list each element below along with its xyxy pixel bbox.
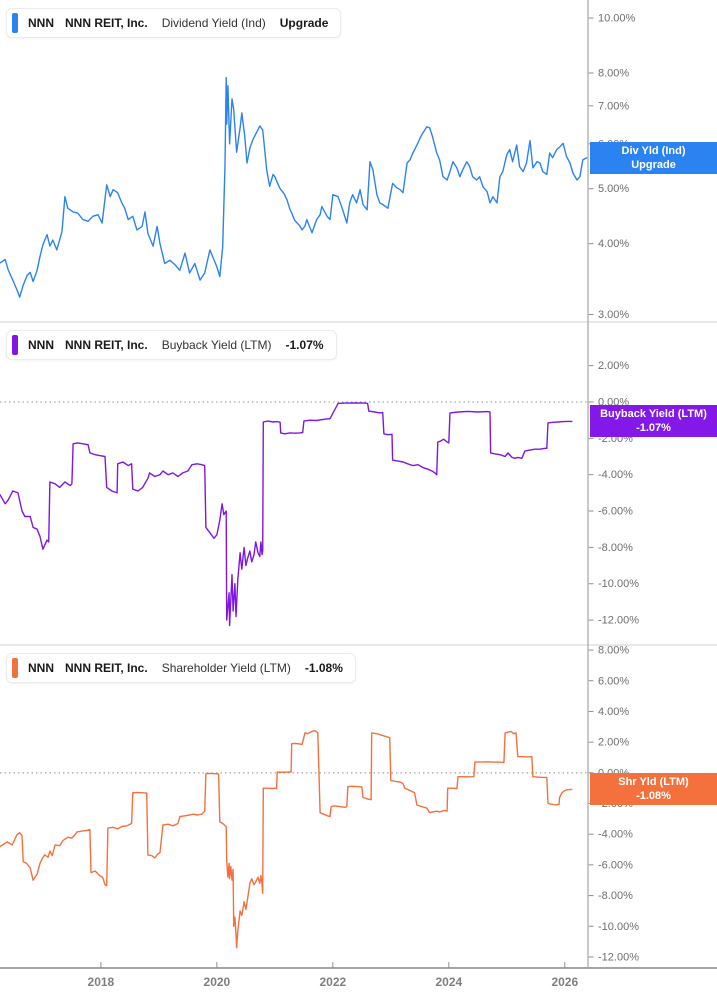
series-line-dividend-yield-ind-[interactable] (0, 76, 588, 298)
series-line-buyback-yield-ltm-[interactable] (0, 402, 573, 627)
y-axis-tick-label: -10.00% (598, 921, 639, 933)
y-axis-tick-label: -12.00% (598, 615, 639, 627)
badge-line: -1.08% (636, 790, 671, 803)
ticker-symbol: NNN (28, 661, 54, 675)
badge-line: Div Yld (Ind) (621, 144, 686, 157)
company-name: NNN REIT, Inc. (65, 661, 148, 675)
x-axis-year-label: 2020 (203, 975, 231, 989)
series-legend-shareholder-yield-ltm-[interactable]: NNN NNN REIT, Inc. Shareholder Yield (LTM)… (6, 653, 356, 683)
y-axis-tick-label: -6.00% (598, 859, 633, 871)
y-axis-tick-label: -6.00% (598, 506, 633, 518)
metric-name: Buyback Yield (LTM) (161, 338, 272, 352)
badge-line: Buyback Yield (LTM) (600, 408, 707, 421)
legend-value: -1.08% (304, 661, 343, 675)
y-axis-tick-label: 5.00% (598, 183, 629, 195)
y-axis-tick-label: 4.00% (598, 238, 629, 250)
badge-line: Shr Yld (LTM) (618, 776, 689, 789)
y-axis-tick-label: 2.00% (598, 737, 629, 749)
x-axis-year-label: 2024 (435, 975, 463, 989)
axis-value-badge-nnn-1[interactable]: Buyback Yield (LTM) -1.07% (590, 405, 717, 438)
y-axis-tick-label: -4.00% (598, 469, 633, 481)
metric-name: Shareholder Yield (LTM) (161, 661, 291, 675)
y-axis-tick-label: 8.00% (598, 67, 629, 79)
y-axis-tick-label: -12.00% (598, 951, 639, 963)
series-legend-buyback-yield-ltm-[interactable]: NNN NNN REIT, Inc. Buyback Yield (LTM) -1.0… (6, 330, 337, 360)
y-axis-tick-label: 2.00% (598, 360, 629, 372)
series-legend-dividend-yield-ind-[interactable]: NNN NNN REIT, Inc. Dividend Yield (Ind) Upg… (6, 8, 342, 38)
y-axis-tick-label: 4.00% (598, 706, 629, 718)
x-axis-year-label: 2018 (87, 975, 115, 989)
series-color-swatch (12, 13, 18, 33)
metric-name: Dividend Yield (Ind) (161, 16, 266, 30)
y-axis-tick-label: -8.00% (598, 542, 633, 554)
y-axis-tick-label: 7.00% (598, 100, 629, 112)
ticker-symbol: NNN (28, 16, 54, 30)
y-axis-tick-label: -4.00% (598, 829, 633, 841)
series-line-shareholder-yield-ltm-[interactable] (0, 729, 573, 949)
axis-value-badge-nnn-0[interactable]: Div Yld (Ind) Upgrade (590, 141, 717, 174)
series-color-swatch (12, 335, 18, 355)
legend-value: Upgrade (279, 16, 329, 30)
ticker-symbol: NNN (28, 338, 54, 352)
x-axis-year-label: 2026 (551, 975, 579, 989)
legend-value: -1.07% (285, 338, 324, 352)
y-axis-tick-label: -10.00% (598, 578, 639, 590)
y-axis-tick-label: 3.00% (598, 309, 629, 321)
axis-value-badge-nnn-2[interactable]: Shr Yld (LTM) -1.08% (590, 773, 717, 806)
series-color-swatch (12, 658, 18, 678)
company-name: NNN REIT, Inc. (65, 338, 148, 352)
y-axis-tick-label: -8.00% (598, 890, 633, 902)
company-name: NNN REIT, Inc. (65, 16, 148, 30)
badge-line: Upgrade (631, 158, 676, 171)
x-axis-year-label: 2022 (319, 975, 347, 989)
y-axis-tick-label: 6.00% (598, 675, 629, 687)
y-axis-tick-label: 8.00% (598, 645, 629, 657)
y-axis-tick-label: 10.00% (598, 13, 636, 25)
badge-line: -1.07% (636, 422, 671, 435)
